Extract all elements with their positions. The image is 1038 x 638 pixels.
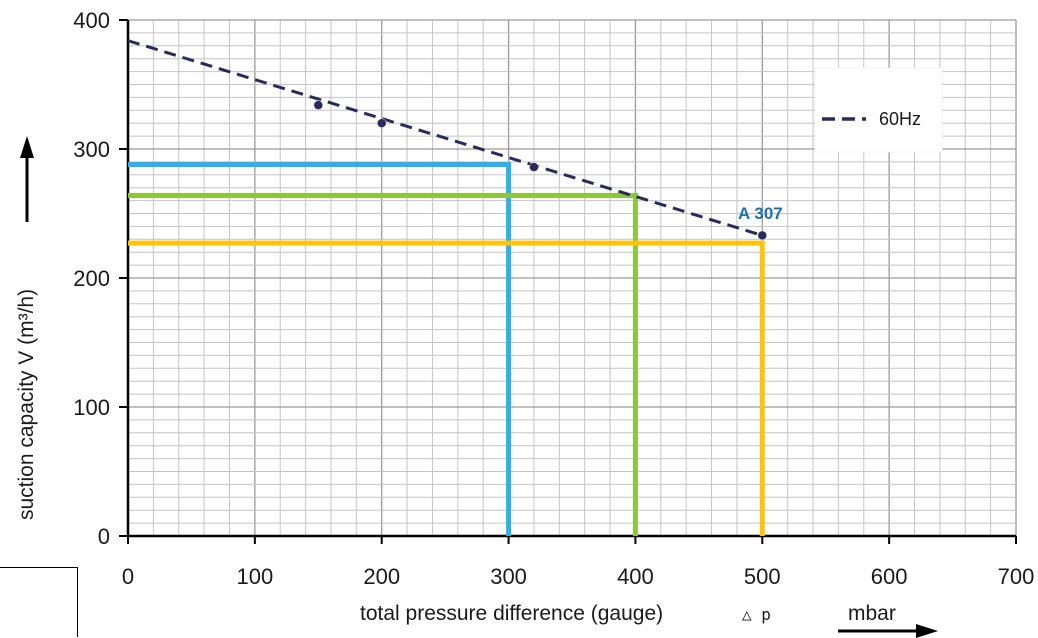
data-point: [757, 230, 768, 241]
reference-line: [128, 161, 512, 536]
annotation-a307: A 307: [738, 204, 783, 223]
corner-frame: [0, 567, 78, 637]
x-tick-label: 600: [871, 564, 908, 589]
y-axis-title: suction capacity V (m³/h): [15, 289, 38, 520]
x-tick-label: 400: [617, 564, 654, 589]
data-point: [313, 100, 324, 110]
x-tick-label: 0: [122, 564, 134, 589]
y-tick-label: 300: [73, 137, 110, 162]
y-tick-label: 0: [98, 524, 110, 549]
reference-lines: [128, 161, 765, 536]
data-point: [529, 162, 539, 172]
series-60hz: [127, 39, 768, 241]
x-tick-label: 200: [363, 564, 400, 589]
y-axis-arrow: [20, 136, 34, 222]
reference-line: [128, 192, 638, 536]
x-tick-label: 300: [490, 564, 527, 589]
x-axis-arrow: [838, 624, 938, 638]
y-tick-label: 400: [73, 8, 110, 33]
series-line-60hz: [127, 39, 763, 237]
x-axis-title: total pressure difference (gauge): [360, 602, 663, 625]
legend-label-60hz: 60Hz: [879, 109, 921, 129]
x-axis-unit: mbar: [848, 602, 896, 625]
data-point: [376, 118, 387, 128]
axes: [119, 19, 1017, 544]
x-axis-symbol: △ p: [742, 605, 771, 624]
tick-labels: 0 100 200 300 400 500 600 700 0 100 200 300 400: [73, 8, 1034, 589]
grid: [127, 19, 1017, 537]
x-tick-label: 700: [998, 564, 1035, 589]
x-tick-label: 500: [744, 564, 781, 589]
legend: 60Hz: [814, 67, 943, 153]
legend-box: [814, 67, 943, 153]
reference-line: [128, 240, 765, 536]
x-tick-label: 100: [236, 564, 273, 589]
y-tick-label: 200: [73, 266, 110, 291]
y-tick-label: 100: [73, 395, 110, 420]
